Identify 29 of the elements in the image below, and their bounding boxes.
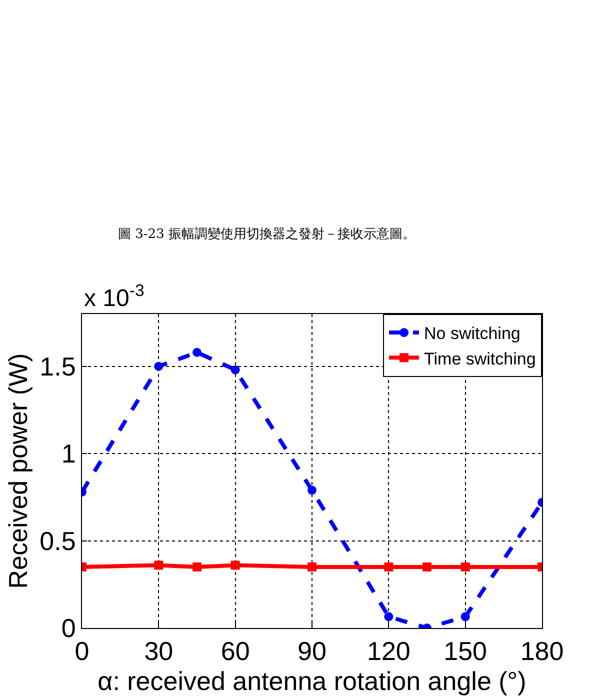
x-tick-label: 30 xyxy=(144,636,174,666)
y-tick-label: 0.5 xyxy=(40,526,76,556)
point xyxy=(308,486,316,495)
point xyxy=(422,562,432,572)
x-tick-label: 90 xyxy=(298,636,326,666)
y-tick-label: 1 xyxy=(61,438,76,469)
point xyxy=(192,348,202,357)
point xyxy=(230,560,240,570)
y-tick-label: 1.5 xyxy=(40,351,76,382)
point xyxy=(460,612,470,622)
text: x 10$^{-3}$ xyxy=(84,281,144,312)
x-tick-label: 180 xyxy=(520,636,564,666)
y-axis-title: Received power (W) xyxy=(3,353,34,589)
point xyxy=(460,562,470,572)
caption: 圖 3-23 振幅調變使用切換器之發射－接收示意圖。 xyxy=(118,227,416,242)
y-tick-label: 0 xyxy=(61,613,76,644)
point xyxy=(154,560,164,570)
x-tick-label: 120 xyxy=(366,636,410,666)
point xyxy=(384,562,394,572)
legend-label: No switching xyxy=(424,324,520,344)
point xyxy=(154,362,164,371)
point xyxy=(384,612,394,622)
x-axis-title: α: received antenna rotation angle (°) xyxy=(98,666,526,696)
x-tick-label: 60 xyxy=(220,636,250,666)
x-tick-label: 150 xyxy=(444,636,488,666)
legend-label: Time switching xyxy=(424,349,536,368)
point xyxy=(230,365,240,374)
point xyxy=(192,562,202,572)
point xyxy=(308,562,316,572)
